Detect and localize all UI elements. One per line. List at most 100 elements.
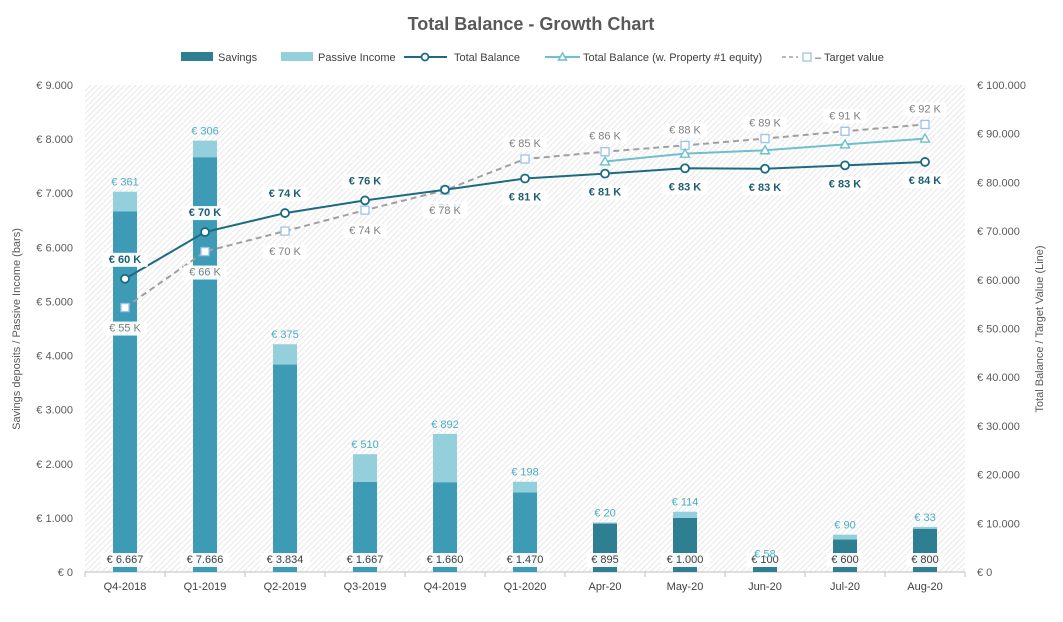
data-label-savings: € 7.666 [187,554,224,566]
data-label-total-balance-bg [502,190,548,205]
right-tick-label: € 0 [977,567,992,579]
marker-target-value [120,302,130,313]
data-label-savings-bg [586,553,624,567]
left-tick-label: € 7.000 [36,188,73,200]
x-tick-label: Aug-20 [907,581,942,593]
data-label-savings: € 600 [831,554,859,566]
data-label-total-balance: € 81 K [509,192,541,204]
data-label-total-balance-bg [742,180,788,195]
marker-target-value [760,133,770,144]
marker-target-value [360,205,370,215]
data-label-target-value-bg [583,129,627,144]
bar-passive-income [433,433,457,483]
x-tick-label: Q3-2019 [344,581,387,593]
data-label-target-value-bg [103,321,147,336]
marker-total-balance [520,173,530,184]
marker-total-balance [280,208,290,218]
x-axis: Q4-2018 Q1-2019 Q2-2019 Q3-2019 Q4-2019 Q1-20… [84,572,966,593]
right-tick-label: € 70.000 [977,226,1020,238]
legend-swatch-savings [181,52,213,61]
right-axis-title: Total Balance / Target Value (Line) [1034,245,1046,412]
bar-savings [273,364,297,572]
left-tick-label: € 6.000 [36,242,73,254]
data-label-total-balance-bg [662,180,708,195]
right-tick-label: € 30.000 [977,421,1020,433]
chart-title: Total Balance - Growth Chart [408,14,655,34]
data-label-total-balance: € 74 K [269,188,301,200]
data-label-passive-income: € 58 [754,548,775,560]
marker-target-value [280,226,290,236]
right-tick-label: € 80.000 [977,177,1020,189]
data-label-target-value: € 88 K [669,124,701,136]
x-tick-label: Q2-2019 [264,581,307,593]
data-label-passive-income: € 114 [672,497,699,509]
data-label-total-balance-bg [902,173,948,188]
left-tick-label: € 5.000 [36,296,73,308]
data-label-target-value-bg [663,123,707,138]
bar-savings [193,157,217,573]
data-label-total-balance-bg [182,206,228,221]
data-label-savings-bg [746,553,784,567]
data-label-passive-income: € 361 [111,177,139,189]
data-label-total-balance: € 83 K [749,182,781,194]
x-tick-label: Jul-20 [830,581,860,593]
data-label-target-value-bg [743,116,787,131]
x-tick-label: Q4-2018 [104,581,147,593]
bar-passive-income [673,511,697,518]
legend-marker-total-balance [420,52,430,62]
data-label-passive-income: € 375 [271,329,299,341]
legend-marker-total-balance-property [557,51,568,61]
bars [113,140,937,573]
x-tick-label: Apr-20 [588,581,621,593]
data-label-savings: € 895 [591,554,619,566]
data-label-savings: € 1.667 [347,554,384,566]
data-label-savings-bg [260,553,310,567]
data-label-passive-income: € 33 [914,512,935,524]
data-label-total-balance-bg [342,174,388,189]
left-tick-label: € 3.000 [36,405,73,417]
data-label-total-balance-bg [262,187,308,202]
left-axis: € 0 € 1.000 € 2.000 € 3.000 € 4.000 € 5.000 € … [36,80,73,579]
data-label-target-value: € 70 K [269,246,301,258]
data-label-passive-income: € 198 [511,467,539,479]
data-labels: € 6.667 € 7.666 € 3.834 € 1.667 € 1.660 € 1.4… [100,102,948,567]
data-label-target-value: € 55 K [109,323,141,335]
data-label-target-value: € 89 K [749,118,781,130]
bar-passive-income [273,344,297,365]
legend-marker-target-value [802,52,812,62]
legend-swatch-passive-income [281,52,313,61]
data-label-target-value: € 91 K [829,110,861,122]
data-label-target-value: € 78 K [429,205,461,217]
data-label-passive-income: € 892 [431,419,459,431]
marker-total-balance [840,160,850,171]
data-label-target-value-bg [343,224,387,239]
marker-target-value [200,246,210,257]
data-label-savings: € 6.667 [107,554,144,566]
lines [120,119,931,313]
right-tick-label: € 40.000 [977,372,1020,384]
marker-total-balance-property [919,132,931,143]
data-label-savings-bg [500,553,550,567]
marker-total-balance [440,184,450,195]
data-label-target-value: € 86 K [589,131,621,143]
right-tick-label: € 20.000 [977,470,1020,482]
bar-passive-income [913,526,937,529]
legend-label-passive-income: Passive Income [318,52,396,64]
data-label-target-value-bg [903,102,947,117]
data-label-target-value-bg [423,204,467,219]
data-label-target-value-bg [183,265,227,280]
data-label-total-balance: € 76 K [349,175,381,187]
data-label-total-balance-bg [822,177,868,192]
right-tick-label: € 100.000 [977,80,1026,92]
left-tick-label: € 8.000 [36,134,73,146]
bar-passive-income [513,481,537,493]
data-label-target-value: € 85 K [509,138,541,150]
data-label-total-balance-bg [102,252,148,267]
right-tick-label: € 90.000 [977,129,1020,141]
marker-target-value [840,126,850,136]
right-tick-label: € 50.000 [977,324,1020,336]
data-label-target-value-bg [823,109,867,124]
right-tick-label: € 60.000 [977,275,1020,287]
marker-total-balance-property [679,147,691,158]
x-tick-label: Q4-2019 [424,581,467,593]
